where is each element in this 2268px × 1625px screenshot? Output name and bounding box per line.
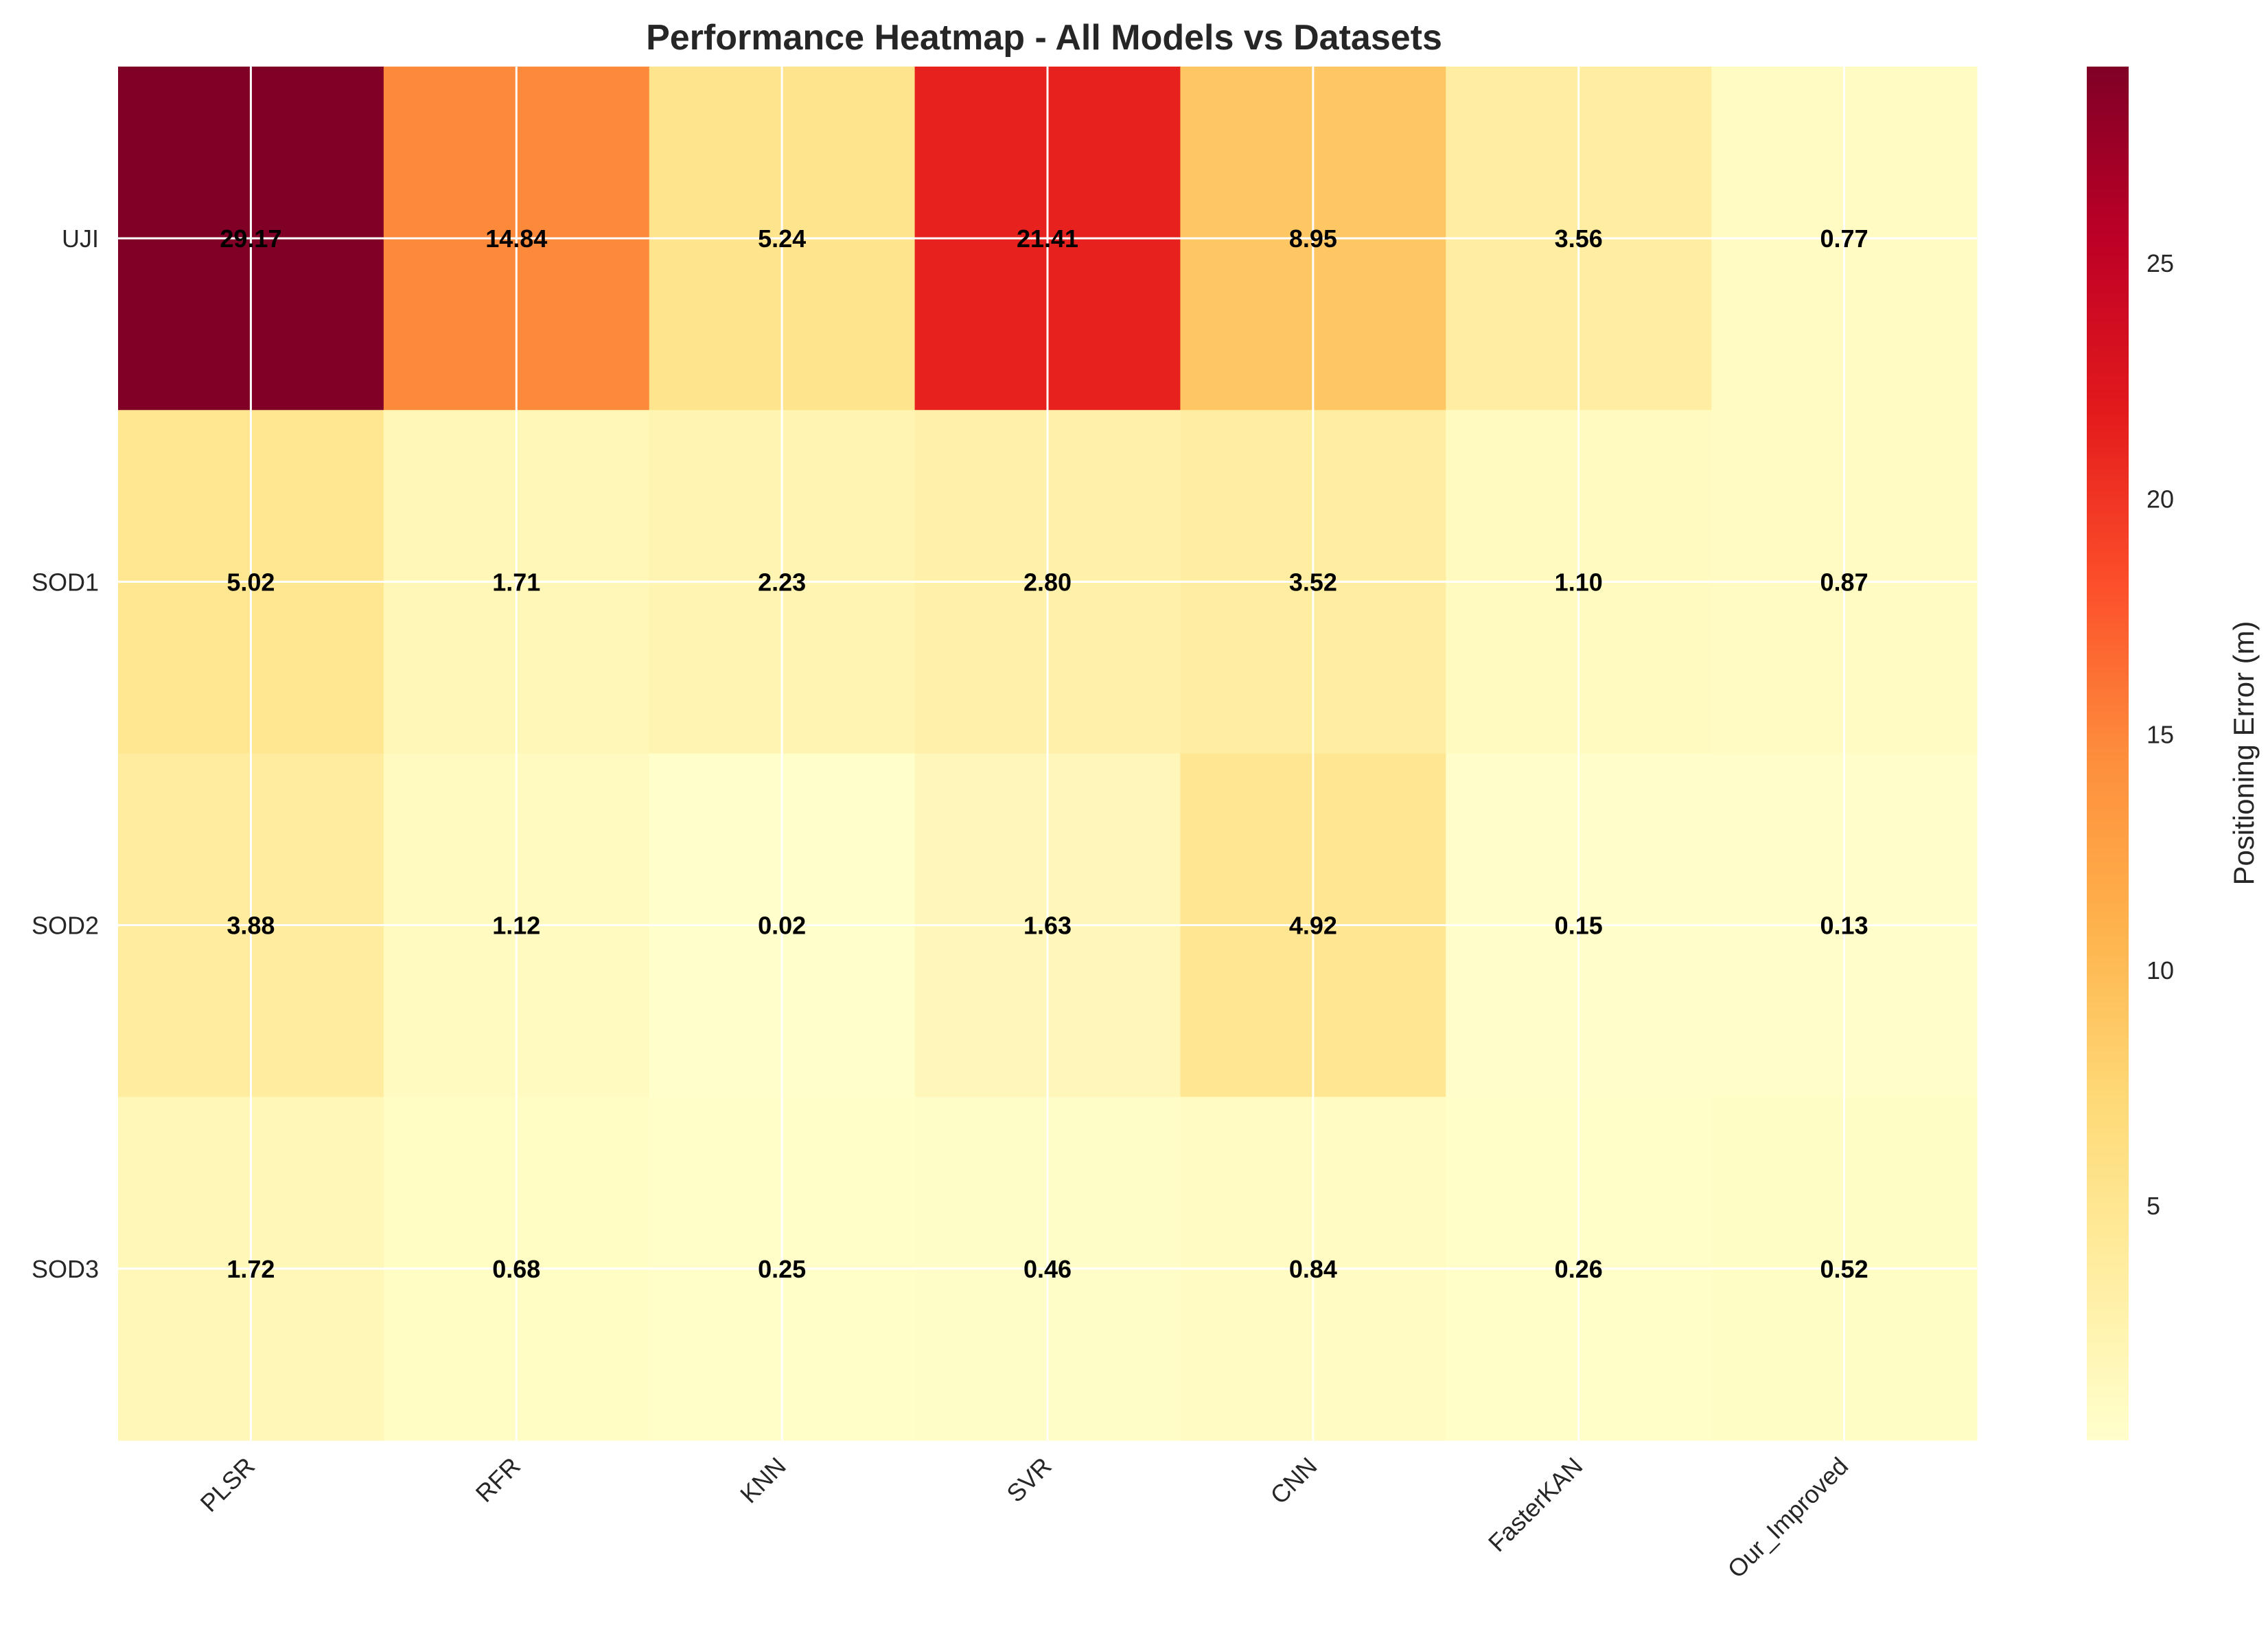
colorbar-ticks: 5 10 15 20 25 [2146, 249, 2174, 1220]
cell-value-label: 5.02 [227, 568, 275, 596]
grid-lines [118, 67, 1977, 1440]
cell-value-label: 21.41 [1017, 224, 1078, 253]
colorbar-tick-label: 15 [2146, 721, 2174, 749]
cell-value-label: 4.92 [1289, 912, 1337, 940]
x-tick-label: CNN [1264, 1452, 1322, 1510]
cell-value-label: 1.63 [1023, 912, 1072, 940]
cell-value-label: 0.68 [492, 1255, 540, 1283]
colorbar-tick-label: 20 [2146, 485, 2174, 513]
cell-value-label: 0.87 [1820, 568, 1868, 596]
colorbar-tick-label: 25 [2146, 249, 2174, 277]
cell-value-label: 0.25 [758, 1255, 806, 1283]
cell-value-label: 0.13 [1820, 912, 1868, 940]
y-tick-label: SOD3 [32, 1255, 99, 1283]
x-tick-label: Our_Improved [1722, 1452, 1854, 1584]
cell-value-label: 0.26 [1555, 1255, 1603, 1283]
cell-value-label: 14.84 [485, 224, 547, 253]
cell-value-label: 1.12 [492, 912, 540, 940]
cell-value-label: 5.24 [758, 224, 806, 253]
cell-value-label: 1.72 [227, 1255, 275, 1283]
cell-value-label: 8.95 [1289, 224, 1337, 253]
cell-value-label: 3.52 [1289, 568, 1337, 596]
y-tick-label: UJI [62, 224, 99, 253]
cell-value-label: 0.77 [1820, 224, 1868, 253]
y-tick-label: SOD1 [32, 568, 99, 596]
cell-value-label: 1.10 [1555, 568, 1603, 596]
x-tick-label: FasterKAN [1483, 1452, 1588, 1557]
x-tick-label: RFR [470, 1452, 526, 1508]
y-tick-label: SOD2 [32, 912, 99, 940]
colorbar-label: Positioning Error (m) [2228, 621, 2260, 885]
x-tick-label: PLSR [195, 1452, 260, 1517]
cell-value-label: 0.46 [1023, 1255, 1072, 1283]
cell-value-label: 0.84 [1289, 1255, 1337, 1283]
cell-value-label: 3.56 [1555, 224, 1603, 253]
cell-value-label: 0.15 [1555, 912, 1603, 940]
cell-value-label: 0.02 [758, 912, 806, 940]
cell-value-label: 0.52 [1820, 1255, 1868, 1283]
colorbar: 5 10 15 20 25 Positioning Error (m) [2087, 67, 2260, 1440]
cell-value-labels: 29.17 14.84 5.24 21.41 8.95 3.56 0.77 5.02 1.71 2… [220, 224, 1868, 1283]
y-axis-ticks: UJI SOD1 SOD2 SOD3 [32, 224, 99, 1283]
x-tick-label: SVR [1001, 1452, 1056, 1508]
x-axis-ticks: PLSR RFR KNN SVR CNN FasterKAN Our_Improved [195, 1452, 1854, 1584]
colorbar-tick-label: 5 [2146, 1192, 2160, 1220]
colorbar-gradient [2087, 67, 2129, 1440]
cell-value-label: 29.17 [220, 224, 281, 253]
cell-value-label: 2.80 [1023, 568, 1072, 596]
colorbar-tick-label: 10 [2146, 956, 2174, 984]
x-tick-label: KNN [734, 1452, 791, 1509]
cell-value-label: 3.88 [227, 912, 275, 940]
cell-value-label: 2.23 [758, 568, 806, 596]
cell-value-label: 1.71 [492, 568, 540, 596]
chart-title: Performance Heatmap - All Models vs Data… [646, 18, 1442, 58]
